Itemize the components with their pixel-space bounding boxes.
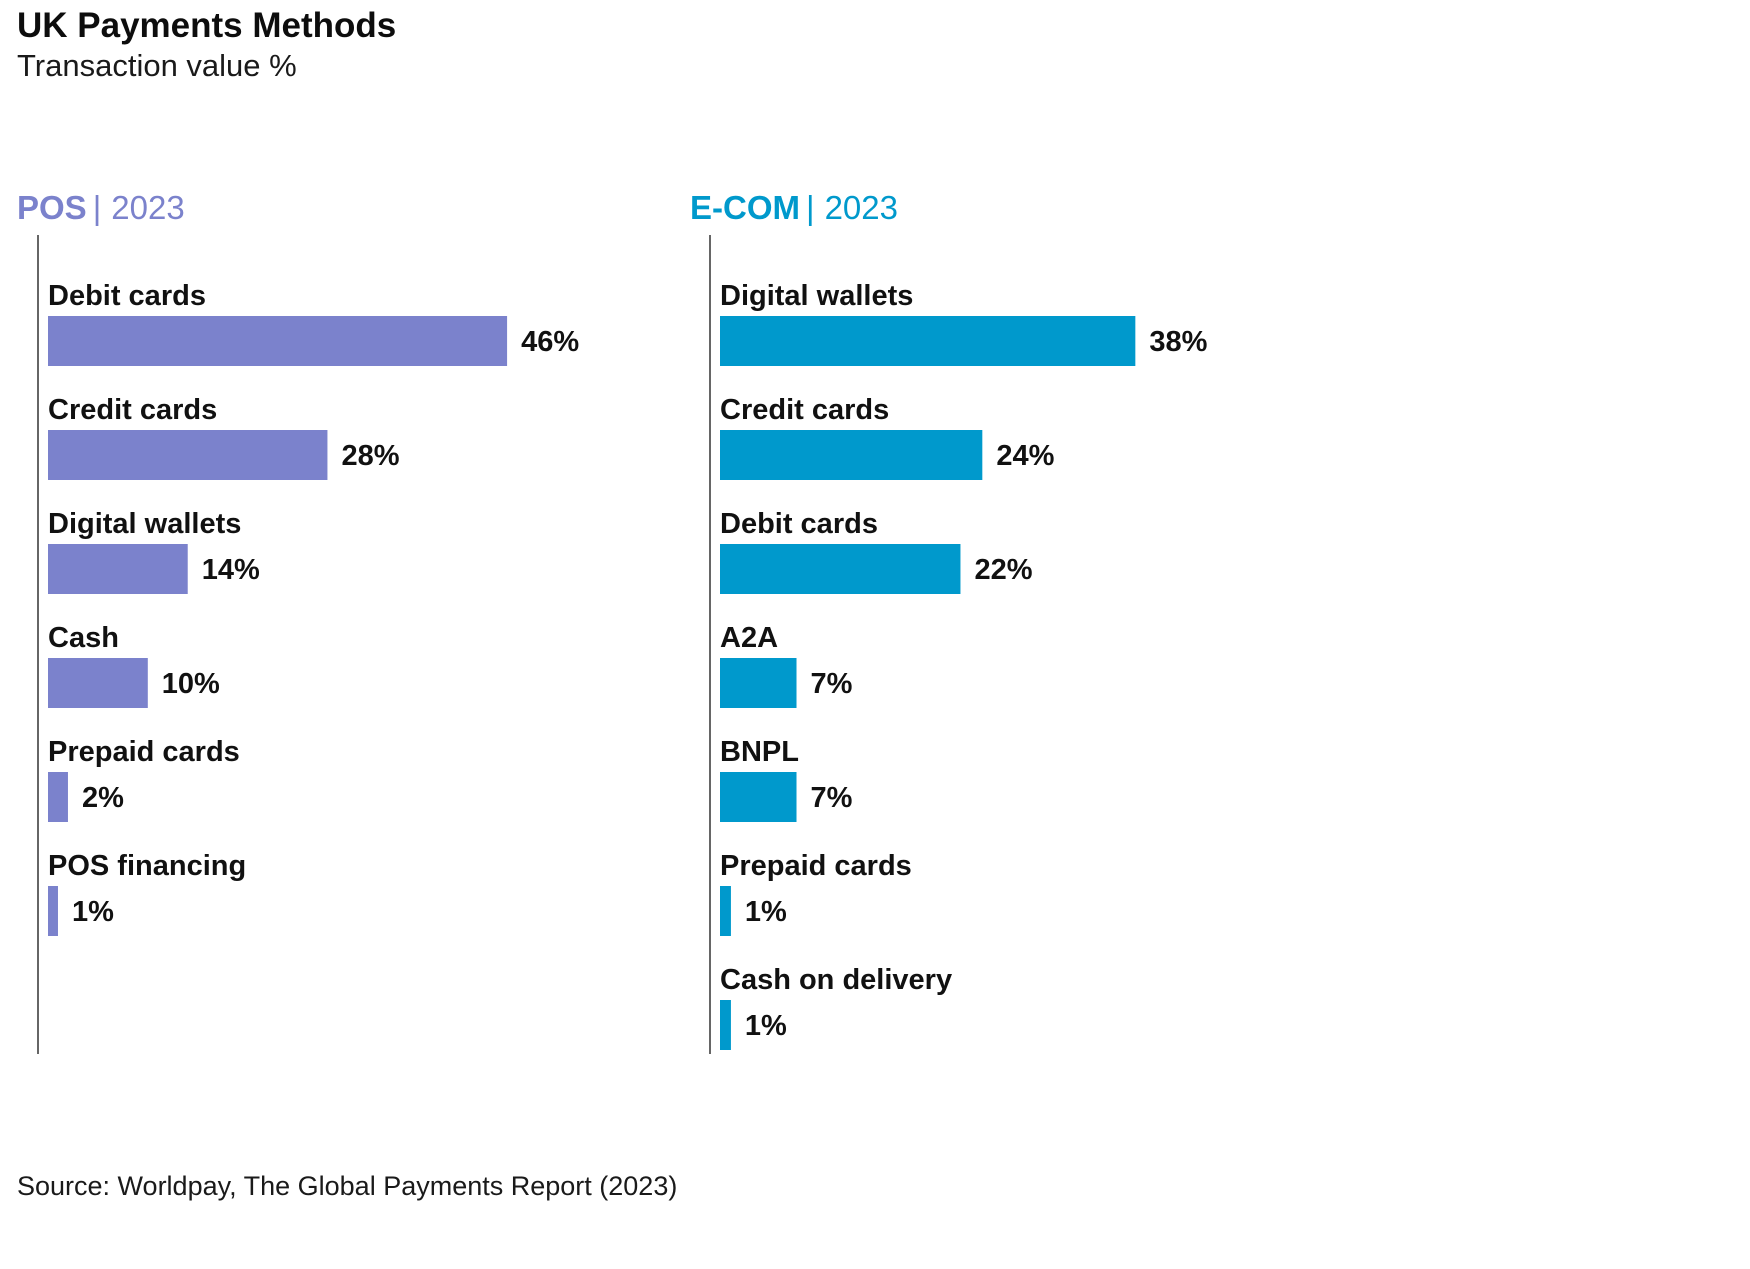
ecom-prepaid-cards-bar	[720, 886, 731, 936]
ecom-credit-cards-value-label: 24%	[996, 440, 1054, 472]
pos-pos-financing-bar	[48, 886, 58, 936]
ecom-bnpl-value-label: 7%	[811, 782, 853, 814]
pos-debit-cards-label: Debit cards	[48, 280, 206, 312]
chart-subtitle: Transaction value %	[17, 48, 297, 83]
pos-debit-cards-value-label: 46%	[521, 326, 579, 358]
pos-panel-name: POS	[17, 189, 87, 226]
ecom-panel-separator: |	[806, 189, 815, 226]
ecom-a2a-bar	[720, 658, 797, 708]
pos-panel-year: 2023	[111, 189, 185, 226]
ecom-debit-cards-bar	[720, 544, 961, 594]
pos-cash-label: Cash	[48, 622, 119, 654]
pos-debit-cards-bar	[48, 316, 508, 366]
pos-prepaid-cards-label: Prepaid cards	[48, 736, 240, 768]
pos-prepaid-cards-bar	[48, 772, 68, 822]
ecom-debit-cards-value-label: 22%	[974, 554, 1032, 586]
ecom-debit-cards-label: Debit cards	[720, 508, 878, 540]
ecom-bnpl-label: BNPL	[720, 736, 799, 768]
ecom-a2a-value-label: 7%	[811, 668, 853, 700]
ecom-bnpl-bar	[720, 772, 797, 822]
ecom-digital-wallets-label: Digital wallets	[720, 280, 913, 312]
pos-cash-bar	[48, 658, 148, 708]
ecom-prepaid-cards-value-label: 1%	[745, 896, 787, 928]
ecom-digital-wallets-bar	[720, 316, 1136, 366]
pos-credit-cards-label: Credit cards	[48, 394, 217, 426]
pos-pos-financing-label: POS financing	[48, 850, 246, 882]
ecom-credit-cards-bar	[720, 430, 983, 480]
pos-digital-wallets-value-label: 14%	[202, 554, 260, 586]
ecom-credit-cards-label: Credit cards	[720, 394, 889, 426]
ecom-cash-on-delivery-label: Cash on delivery	[720, 964, 952, 996]
pos-digital-wallets-label: Digital wallets	[48, 508, 241, 540]
ecom-panel-year: 2023	[824, 189, 898, 226]
pos-prepaid-cards-value-label: 2%	[82, 782, 124, 814]
pos-panel-heading: POS | 2023	[17, 186, 185, 230]
pos-panel-separator: |	[92, 189, 102, 226]
ecom-a2a-label: A2A	[720, 622, 778, 654]
pos-digital-wallets-bar	[48, 544, 188, 594]
ecom-panel-name: E-COM	[690, 189, 800, 226]
pos-pos-financing-value-label: 1%	[72, 896, 114, 928]
source-note: Source: Worldpay, The Global Payments Re…	[17, 1171, 678, 1201]
ecom-panel-heading: E-COM | 2023	[690, 186, 898, 230]
ecom-cash-on-delivery-bar	[720, 1000, 731, 1050]
chart-title: UK Payments Methods	[17, 6, 397, 45]
pos-credit-cards-bar	[48, 430, 328, 480]
ecom-prepaid-cards-label: Prepaid cards	[720, 850, 912, 882]
ecom-digital-wallets-value-label: 38%	[1149, 326, 1207, 358]
ecom-cash-on-delivery-value-label: 1%	[745, 1010, 787, 1042]
pos-credit-cards-value-label: 28%	[341, 440, 399, 472]
pos-cash-value-label: 10%	[162, 668, 220, 700]
